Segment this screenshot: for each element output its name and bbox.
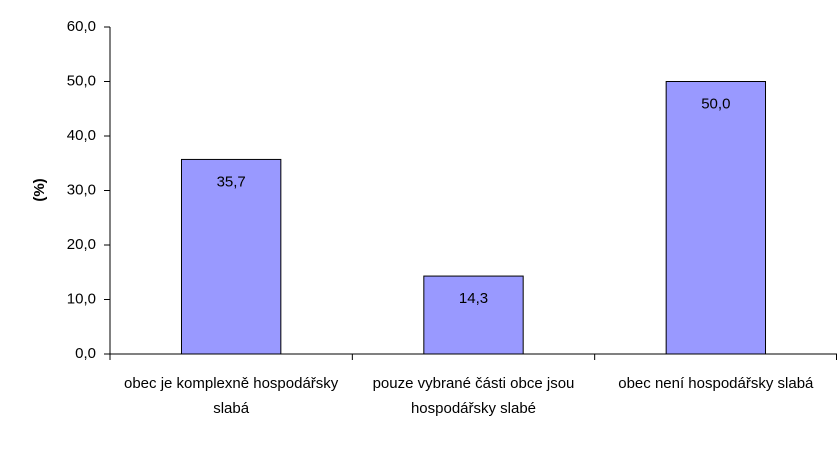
y-tick-label: 30,0 <box>67 181 96 198</box>
bar <box>180 158 282 355</box>
x-tick-label: obec je komplexně hospodářsky slabá <box>124 375 339 417</box>
y-tick-label: 50,0 <box>67 72 96 89</box>
x-tick-label: pouze vybrané části obce jsou hospodářsk… <box>372 375 575 417</box>
value-label: 14,3 <box>459 290 488 307</box>
y-tick-label: 20,0 <box>67 236 96 253</box>
x-tick-label: obec není hospodářsky slabá <box>618 375 814 392</box>
y-axis-label: (%) <box>31 178 48 201</box>
bar <box>665 81 767 355</box>
value-label: 50,0 <box>701 95 730 112</box>
y-tick-label: 10,0 <box>67 290 96 307</box>
value-label: 35,7 <box>217 173 246 190</box>
y-tick-label: 60,0 <box>67 18 96 35</box>
bar <box>423 275 524 355</box>
y-tick-label: 40,0 <box>67 127 96 144</box>
y-tick-label: 0,0 <box>75 345 96 362</box>
